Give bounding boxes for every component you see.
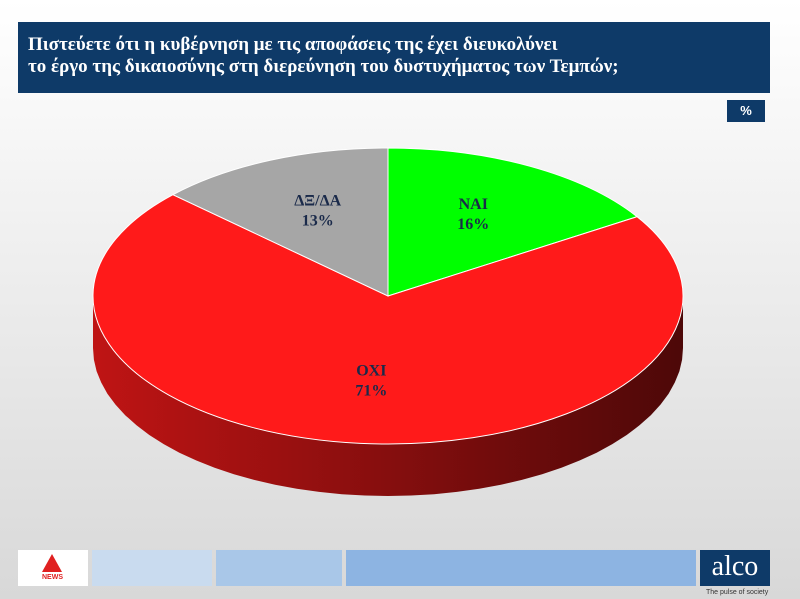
slice bbox=[92, 194, 684, 445]
logo-box: NEWS bbox=[18, 550, 88, 586]
slice-category: ΔΞ/ΔΑ bbox=[294, 193, 341, 210]
slogan: The pulse of society bbox=[706, 589, 769, 596]
slice bbox=[171, 147, 389, 297]
slice-value: 16% bbox=[457, 216, 489, 233]
slice-value: 71% bbox=[355, 382, 387, 399]
slice bbox=[387, 147, 639, 297]
footer-bar bbox=[92, 550, 212, 586]
logo-tag: NEWS bbox=[42, 574, 63, 581]
slice-category: ΝΑΙ bbox=[459, 196, 488, 213]
footer-bar bbox=[346, 550, 696, 586]
chart: ΝΑΙ 16% ΟΧΙ 71% ΔΞ/ΔΑ 13% bbox=[92, 147, 684, 496]
chart-title: Πιστεύετε ότι η κυβέρνηση με τις αποφάσε… bbox=[18, 22, 770, 93]
slice-category: ΟΧΙ bbox=[356, 362, 386, 379]
slice-side bbox=[93, 296, 683, 496]
slice-value: 13% bbox=[302, 213, 334, 230]
unit-badge: % bbox=[727, 100, 765, 122]
footer-bar bbox=[216, 550, 342, 586]
brand: alco bbox=[700, 550, 770, 586]
logo-icon bbox=[42, 554, 62, 572]
